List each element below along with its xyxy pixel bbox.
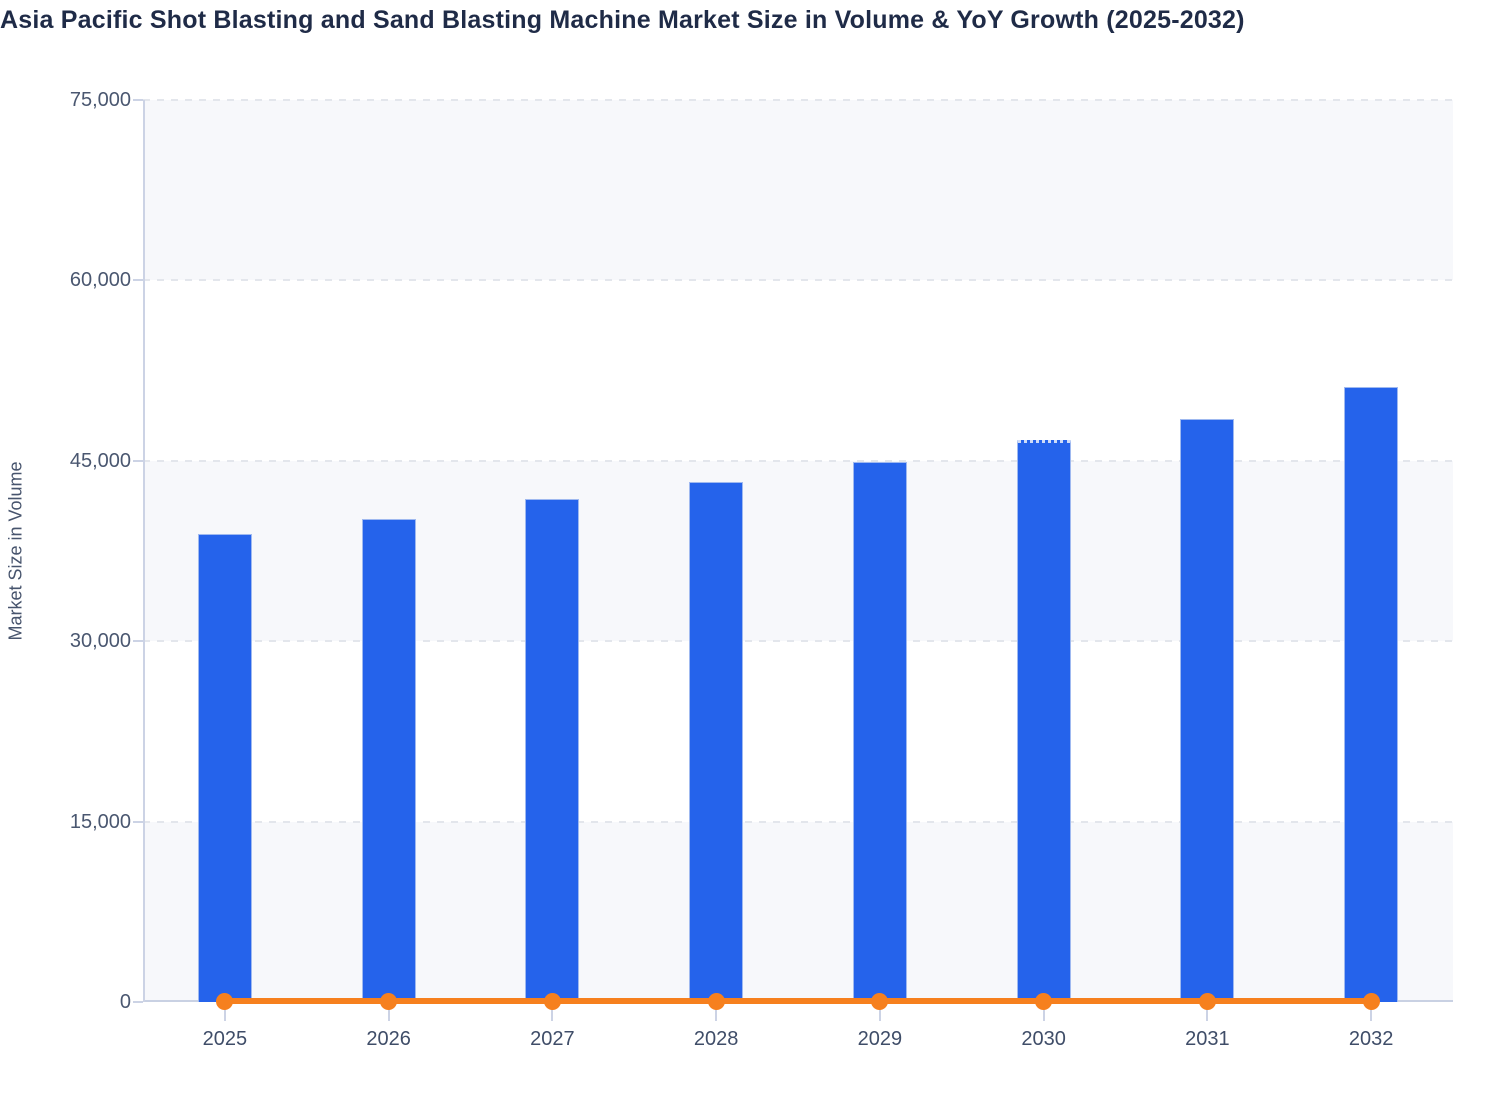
plot-band xyxy=(143,460,1453,642)
x-tick-mark xyxy=(551,1004,554,1021)
x-tick-mark xyxy=(715,1004,718,1021)
gridline-45000 xyxy=(143,459,1453,462)
y-axis-title: Market Size in Volume xyxy=(5,461,26,641)
y-axis-line xyxy=(143,100,145,1002)
yoy-growth-marker-2026[interactable] xyxy=(380,992,398,1010)
chart-title: Asia Pacific Shot Blasting and Sand Blas… xyxy=(0,6,1245,34)
gridline-30000 xyxy=(143,640,1453,643)
yoy-growth-marker-2029[interactable] xyxy=(871,992,889,1010)
bar-2031[interactable] xyxy=(1180,418,1235,1002)
x-tick-mark xyxy=(223,1004,226,1021)
x-tick-label-2032: 2032 xyxy=(1348,1028,1394,1050)
bar-2026[interactable] xyxy=(361,518,416,1002)
y-tick-mark xyxy=(133,640,143,643)
y-tick-label: 30,000 xyxy=(69,630,131,653)
x-tick-label-2029: 2029 xyxy=(857,1028,903,1050)
y-tick-mark xyxy=(133,279,143,282)
bar-2029[interactable] xyxy=(852,462,907,1002)
gridline-75000 xyxy=(143,99,1453,101)
y-tick-mark xyxy=(133,459,143,462)
x-tick-label-2027: 2027 xyxy=(530,1028,575,1050)
x-tick-mark xyxy=(878,1004,881,1021)
x-tick-mark xyxy=(387,1004,390,1021)
bar-2025[interactable] xyxy=(197,534,252,1002)
yoy-growth-marker-2031[interactable] xyxy=(1198,992,1216,1010)
bar-2030[interactable] xyxy=(1016,440,1071,1002)
yoy-growth-marker-2032[interactable] xyxy=(1362,992,1380,1010)
yoy-growth-marker-2028[interactable] xyxy=(707,992,725,1010)
yoy-growth-marker-2025[interactable] xyxy=(216,992,234,1010)
y-tick-mark xyxy=(133,99,143,101)
y-tick-label: 15,000 xyxy=(69,810,131,833)
gridline-60000 xyxy=(143,279,1453,282)
x-tick-mark xyxy=(1370,1004,1373,1021)
bar-2028[interactable] xyxy=(689,482,744,1002)
y-tick-mark xyxy=(133,820,143,823)
y-tick-label: 75,000 xyxy=(69,89,131,111)
x-tick-label-2028: 2028 xyxy=(693,1028,739,1050)
plot-area xyxy=(143,99,1453,1010)
x-tick-label-2031: 2031 xyxy=(1185,1028,1230,1050)
x-tick-label-2030: 2030 xyxy=(1021,1028,1066,1050)
y-tick-label: 45,000 xyxy=(69,449,131,472)
x-tick-label-2026: 2026 xyxy=(366,1028,411,1050)
y-tick-label: 60,000 xyxy=(69,269,131,292)
y-tick-label: 0 xyxy=(119,991,131,1013)
yoy-growth-marker-2027[interactable] xyxy=(543,992,561,1010)
bar-2032[interactable] xyxy=(1344,387,1399,1002)
x-tick-mark xyxy=(1042,1004,1045,1021)
y-tick-mark xyxy=(133,1001,143,1003)
gridline-15000 xyxy=(143,820,1453,823)
x-tick-mark xyxy=(1206,1004,1209,1021)
bar-2027[interactable] xyxy=(525,499,580,1002)
yoy-growth-marker-2030[interactable] xyxy=(1035,992,1053,1010)
yoy-growth-line xyxy=(224,998,1372,1004)
x-tick-label-2025: 2025 xyxy=(202,1028,248,1050)
plot-band xyxy=(143,821,1453,1002)
plot-band xyxy=(143,100,1453,281)
